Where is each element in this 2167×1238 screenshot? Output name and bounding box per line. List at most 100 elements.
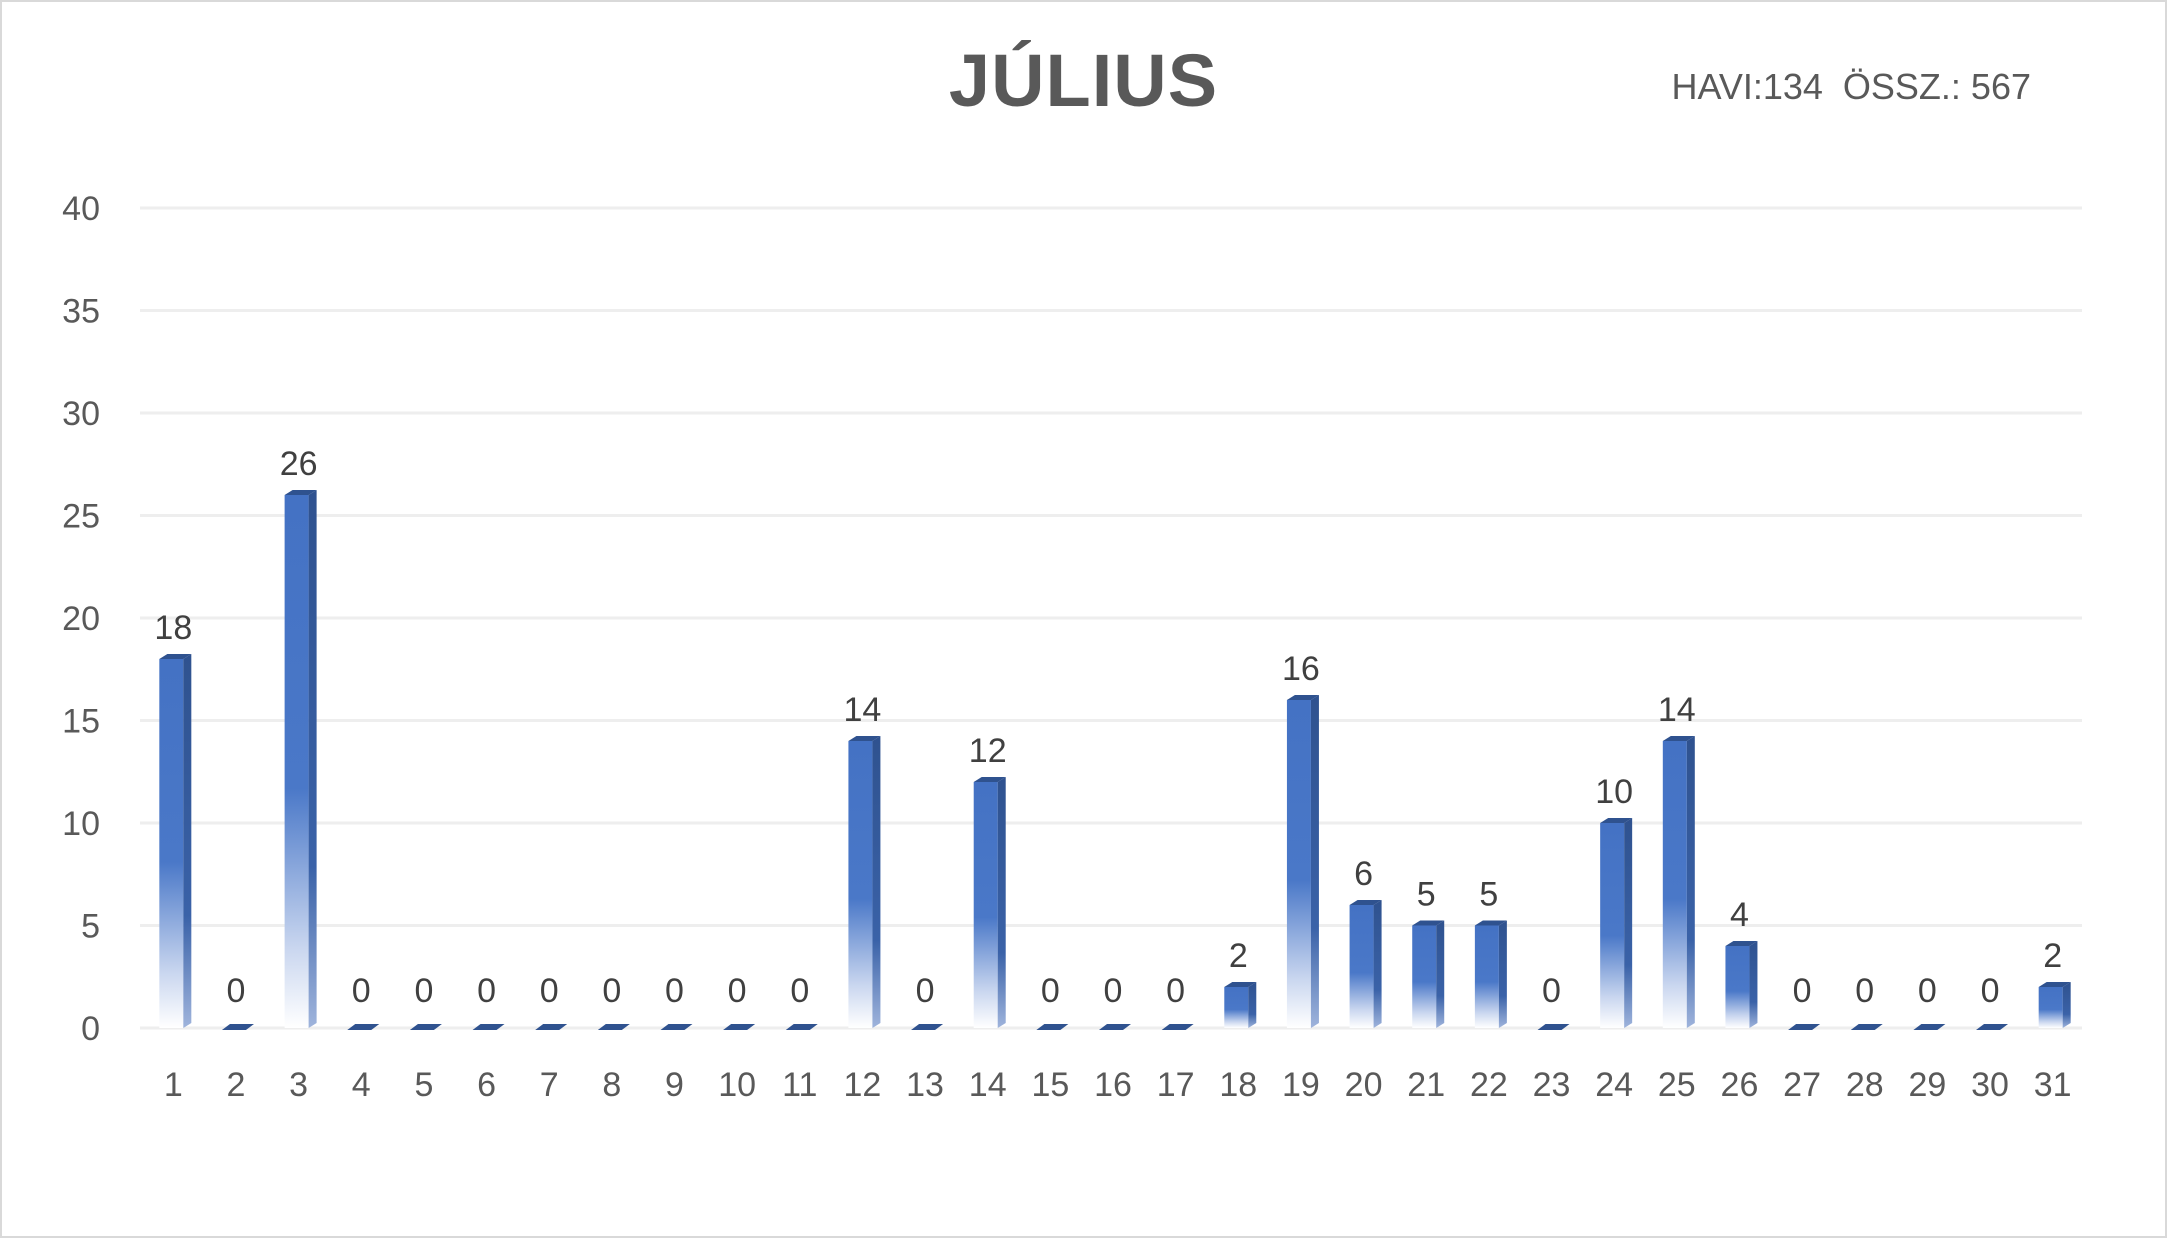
bar-5 bbox=[409, 1024, 442, 1030]
bars bbox=[159, 490, 2071, 1030]
bar-22 bbox=[1474, 920, 1507, 1028]
bar-top bbox=[1474, 920, 1507, 926]
data-label-21: 5 bbox=[1417, 876, 1436, 914]
x-tick-label-16: 16 bbox=[1094, 1066, 1132, 1104]
bar-top bbox=[1913, 1024, 1946, 1030]
bar-side bbox=[1373, 900, 1382, 1028]
bar-28 bbox=[1850, 1024, 1883, 1030]
bar-top bbox=[1286, 695, 1319, 700]
bar-face bbox=[1286, 700, 1311, 1028]
bar-side bbox=[1749, 941, 1758, 1028]
y-tick-label: 15 bbox=[62, 703, 100, 741]
data-label-12: 14 bbox=[844, 691, 882, 729]
bar-top bbox=[2038, 982, 2071, 987]
bar-top bbox=[1349, 900, 1382, 905]
bar-face bbox=[848, 741, 873, 1028]
data-label-17: 0 bbox=[1166, 972, 1185, 1010]
x-tick-label-28: 28 bbox=[1846, 1066, 1884, 1104]
x-tick-label-27: 27 bbox=[1783, 1066, 1821, 1104]
x-tick-label-6: 6 bbox=[477, 1066, 496, 1104]
bar-27 bbox=[1788, 1024, 1821, 1030]
bar-top bbox=[723, 1024, 756, 1030]
x-axis: 1 2 3 4 5 6 7 8 9 10 11 12 13 14 15 16 17 18 19 20 21 22 23 24 2… bbox=[164, 1066, 2072, 1104]
bar-top bbox=[911, 1024, 944, 1030]
data-label-7: 0 bbox=[540, 972, 559, 1010]
x-tick-label-17: 17 bbox=[1157, 1066, 1195, 1104]
x-tick-label-12: 12 bbox=[844, 1066, 882, 1104]
x-tick-label-15: 15 bbox=[1031, 1066, 1069, 1104]
bar-top bbox=[1412, 920, 1445, 926]
bar-face bbox=[1224, 987, 1249, 1028]
bar-side bbox=[1686, 736, 1695, 1028]
bar-face bbox=[1600, 823, 1625, 1028]
data-label-4: 0 bbox=[352, 972, 371, 1010]
bar-26 bbox=[1725, 941, 1758, 1028]
bar-side bbox=[183, 654, 192, 1028]
data-label-24: 10 bbox=[1595, 773, 1633, 811]
bar-15 bbox=[1036, 1024, 1069, 1030]
x-tick-label-7: 7 bbox=[540, 1066, 559, 1104]
bar-top bbox=[159, 654, 192, 659]
bar-top bbox=[973, 777, 1006, 782]
bar-face bbox=[284, 495, 309, 1028]
data-label-9: 0 bbox=[665, 972, 684, 1010]
data-label-13: 0 bbox=[916, 972, 935, 1010]
data-label-11: 0 bbox=[790, 972, 809, 1010]
x-tick-label-25: 25 bbox=[1658, 1066, 1696, 1104]
bar-top bbox=[347, 1024, 380, 1030]
x-tick-label-13: 13 bbox=[906, 1066, 944, 1104]
bar-side bbox=[872, 736, 881, 1028]
bar-face bbox=[973, 782, 998, 1028]
bar-top bbox=[1662, 736, 1695, 741]
bar-face bbox=[1474, 925, 1499, 1028]
y-tick-label: 0 bbox=[81, 1010, 100, 1048]
x-tick-label-9: 9 bbox=[665, 1066, 684, 1104]
data-label-31: 2 bbox=[2043, 937, 2062, 975]
x-tick-label-24: 24 bbox=[1595, 1066, 1633, 1104]
data-label-14: 12 bbox=[969, 732, 1007, 770]
data-labels: 18 0 26 0 0 0 0 0 0 0 0 14 0 12 0 0 0 2 16 6 5 5 0 10 14 4 0 0 0 0 2 bbox=[154, 445, 2062, 1010]
bar-top bbox=[785, 1024, 818, 1030]
data-label-5: 0 bbox=[414, 972, 433, 1010]
data-label-15: 0 bbox=[1041, 972, 1060, 1010]
bar-top bbox=[221, 1024, 254, 1030]
bar-top bbox=[1537, 1024, 1570, 1030]
bar-top bbox=[284, 490, 317, 495]
y-tick-label: 5 bbox=[81, 908, 100, 946]
bar-face bbox=[1412, 925, 1437, 1028]
bar-17 bbox=[1161, 1024, 1194, 1030]
x-tick-label-5: 5 bbox=[414, 1066, 433, 1104]
bar-side bbox=[997, 777, 1006, 1028]
bar-16 bbox=[1099, 1024, 1131, 1030]
bar-side bbox=[1498, 920, 1507, 1028]
x-tick-label-22: 22 bbox=[1470, 1066, 1508, 1104]
x-tick-label-19: 19 bbox=[1282, 1066, 1320, 1104]
bar-23 bbox=[1537, 1024, 1570, 1030]
x-tick-label-23: 23 bbox=[1533, 1066, 1571, 1104]
bar-19 bbox=[1286, 695, 1319, 1028]
bar-11 bbox=[785, 1024, 818, 1030]
bar-1 bbox=[159, 654, 192, 1028]
data-label-3: 26 bbox=[280, 445, 318, 483]
bar-top bbox=[1725, 941, 1758, 946]
bar-top bbox=[1788, 1024, 1821, 1030]
bar-top bbox=[1161, 1024, 1194, 1030]
bar-top bbox=[1976, 1024, 2009, 1030]
y-tick-label: 30 bbox=[62, 395, 100, 433]
bar-side bbox=[1436, 920, 1445, 1028]
x-tick-label-31: 31 bbox=[2034, 1066, 2072, 1104]
bar-face bbox=[1662, 741, 1687, 1028]
data-label-23: 0 bbox=[1542, 972, 1561, 1010]
y-tick-label: 40 bbox=[62, 190, 100, 228]
bar-30 bbox=[1976, 1024, 2009, 1030]
y-axis: 0 5 10 15 20 25 30 35 40 bbox=[62, 190, 100, 1048]
data-label-1: 18 bbox=[154, 609, 192, 647]
bar-side bbox=[1248, 982, 1257, 1028]
monthly-summary: HAVI:134 ÖSSZ.: 567 bbox=[1671, 66, 2031, 107]
bar-8 bbox=[597, 1024, 630, 1030]
data-label-25: 14 bbox=[1658, 691, 1696, 729]
bar-face bbox=[159, 659, 184, 1028]
x-tick-label-26: 26 bbox=[1721, 1066, 1759, 1104]
y-tick-label: 10 bbox=[62, 805, 100, 843]
gridlines bbox=[140, 206, 2082, 1030]
